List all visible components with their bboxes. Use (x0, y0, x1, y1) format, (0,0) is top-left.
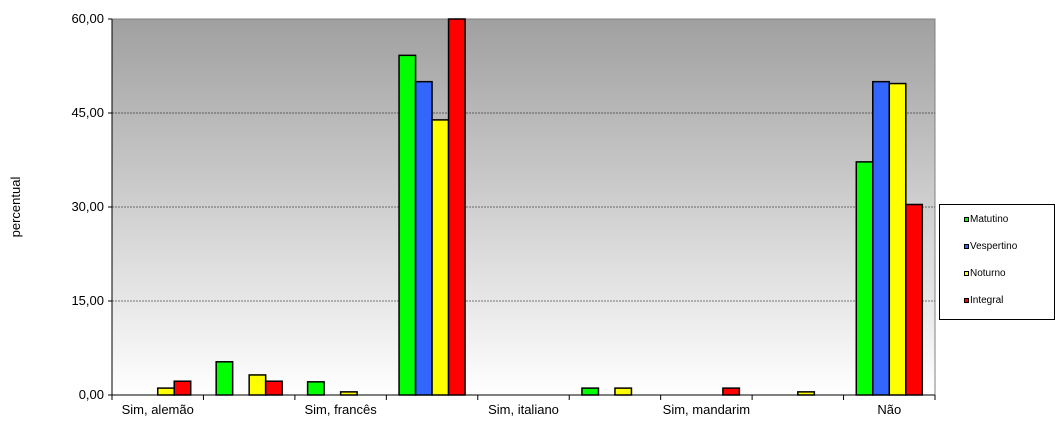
legend-item-vespertino: Vespertino (964, 241, 1018, 253)
bar-noturno (156, 387, 175, 396)
legend-item-matutino: Matutino (964, 214, 1009, 226)
legend-label: Integral (970, 295, 1004, 306)
bar-integral (905, 203, 924, 396)
legend-label: Matutino (970, 214, 1009, 225)
bar-integral (447, 18, 466, 396)
x-tick-label: Sim, francês (304, 402, 377, 417)
gridlines (112, 112, 935, 302)
legend-item-noturno: Noturno (964, 268, 1006, 280)
legend-label: Noturno (970, 268, 1006, 279)
x-tick-label: Sim, italiano (488, 402, 559, 417)
bar-noturno (614, 387, 633, 396)
legend-item-integral: Integral (964, 295, 1004, 307)
bar-matutino (306, 381, 325, 396)
x-tick-label: Não (877, 402, 901, 417)
bar-matutino (215, 361, 234, 396)
x-tick-label: Sim, mandarim (663, 402, 750, 417)
legend-swatch (964, 217, 969, 222)
axes: 0,00 15,00 30,00 45,00 60,00 Sim, alemão Sim, … (71, 11, 936, 417)
y-axis-label: percentual (8, 177, 23, 238)
bar-matutino (855, 161, 874, 396)
bar-noturno (431, 119, 450, 396)
y-tick-label: 60,00 (71, 11, 104, 26)
bar-vespertino (414, 80, 433, 396)
y-tick-label: 15,00 (71, 293, 104, 308)
bar-vespertino (872, 80, 891, 396)
bar-matutino (398, 54, 417, 396)
bar-matutino (581, 387, 600, 396)
bar-integral (264, 380, 283, 396)
legend: Matutino Vespertino Noturno Integral (939, 204, 1055, 320)
x-tick-label: Sim, alemão (122, 402, 194, 417)
legend-swatch (964, 271, 969, 276)
bar-integral (173, 380, 192, 396)
legend-swatch (964, 244, 969, 249)
bar-integral (722, 387, 741, 396)
y-tick-label: 0,00 (79, 387, 104, 402)
legend-label: Vespertino (970, 241, 1018, 252)
y-tick-label: 30,00 (71, 199, 104, 214)
bar-noturno (248, 374, 267, 396)
bar-noturno (888, 82, 907, 396)
legend-swatch (964, 298, 969, 303)
y-tick-label: 45,00 (71, 105, 104, 120)
